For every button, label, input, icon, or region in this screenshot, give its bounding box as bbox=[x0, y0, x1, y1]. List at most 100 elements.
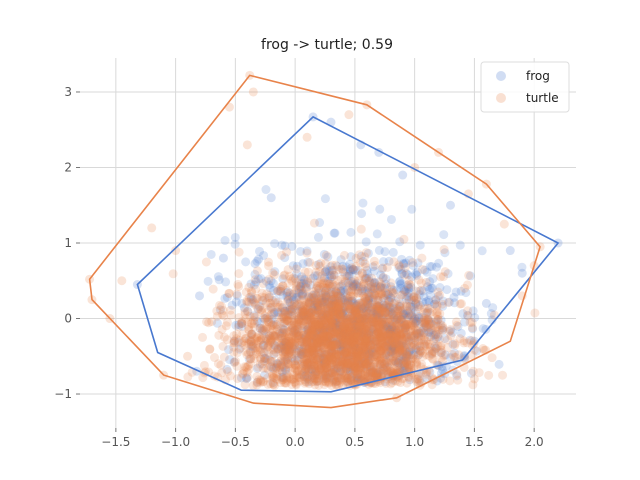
frog-point bbox=[218, 253, 228, 263]
turtle-point bbox=[377, 329, 387, 339]
frog-point bbox=[307, 330, 317, 340]
frog-point bbox=[399, 356, 409, 366]
turtle-point bbox=[305, 355, 315, 365]
frog-point bbox=[301, 282, 311, 292]
frog-point bbox=[403, 282, 413, 292]
frog-point bbox=[266, 276, 276, 286]
frog-point bbox=[343, 377, 353, 387]
frog-point bbox=[375, 314, 385, 324]
turtle-point bbox=[366, 305, 376, 315]
frog-point bbox=[309, 302, 319, 312]
frog-point bbox=[347, 279, 357, 289]
frog-point bbox=[436, 348, 446, 358]
frog-point bbox=[412, 329, 422, 339]
turtle-point bbox=[281, 359, 291, 369]
turtle-point bbox=[422, 303, 432, 313]
frog-point bbox=[261, 353, 271, 363]
turtle-point bbox=[330, 312, 340, 322]
frog-point bbox=[367, 302, 377, 312]
frog-point bbox=[297, 344, 307, 354]
frog-point bbox=[292, 261, 302, 271]
turtle-point bbox=[316, 363, 326, 373]
turtle-point bbox=[399, 341, 409, 351]
frog-point bbox=[349, 317, 359, 327]
turtle-point bbox=[275, 300, 285, 310]
frog-point bbox=[275, 286, 285, 296]
frog-point bbox=[409, 315, 419, 325]
frog-point bbox=[364, 273, 374, 283]
frog-point bbox=[266, 302, 276, 312]
frog-point bbox=[344, 271, 354, 281]
frog-point bbox=[428, 274, 438, 284]
turtle-point bbox=[296, 281, 306, 291]
frog-point bbox=[348, 362, 358, 372]
frog-point bbox=[397, 338, 407, 348]
frog-point bbox=[338, 308, 348, 318]
turtle-point bbox=[369, 313, 379, 323]
frog-point bbox=[436, 315, 446, 325]
frog-point bbox=[399, 285, 409, 295]
frog-point bbox=[352, 278, 362, 288]
turtle-point bbox=[222, 335, 232, 345]
turtle-point bbox=[267, 309, 277, 319]
frog-point bbox=[453, 322, 463, 332]
frog-point bbox=[304, 357, 314, 367]
frog-point bbox=[321, 293, 331, 303]
turtle-point bbox=[289, 363, 299, 373]
frog-point bbox=[410, 318, 420, 328]
frog-point bbox=[289, 342, 299, 352]
frog-point bbox=[449, 348, 459, 358]
turtle-point bbox=[402, 320, 412, 330]
frog-point bbox=[387, 328, 397, 338]
turtle-point bbox=[307, 320, 317, 330]
turtle-point bbox=[339, 295, 349, 305]
turtle-point bbox=[277, 347, 287, 357]
turtle-point bbox=[281, 345, 291, 355]
frog-point bbox=[280, 337, 290, 347]
turtle-point bbox=[341, 349, 351, 359]
frog-point bbox=[307, 360, 317, 370]
frog-point bbox=[323, 276, 333, 286]
turtle-point bbox=[382, 347, 392, 357]
frog-point bbox=[375, 282, 385, 292]
frog-point bbox=[394, 294, 404, 304]
turtle-point bbox=[302, 337, 312, 347]
frog-point bbox=[331, 331, 341, 341]
turtle-point bbox=[369, 318, 379, 328]
frog-point bbox=[395, 237, 405, 247]
turtle-point bbox=[267, 371, 277, 381]
frog-point bbox=[405, 347, 415, 357]
frog-point bbox=[402, 306, 412, 316]
frog-point bbox=[351, 344, 361, 354]
frog-point bbox=[517, 262, 527, 272]
turtle-point bbox=[389, 323, 399, 333]
frog-point bbox=[329, 270, 339, 280]
frog-point bbox=[395, 276, 405, 286]
frog-point bbox=[404, 295, 414, 305]
frog-point bbox=[372, 310, 382, 320]
turtle-point bbox=[372, 339, 382, 349]
turtle-point bbox=[390, 333, 400, 343]
frog-point bbox=[299, 334, 309, 344]
frog-point bbox=[322, 310, 332, 320]
frog-point bbox=[292, 324, 302, 334]
frog-point bbox=[384, 351, 394, 361]
frog-point bbox=[335, 367, 345, 377]
frog-point bbox=[386, 282, 396, 292]
frog-point bbox=[387, 322, 397, 332]
turtle-point bbox=[343, 332, 353, 342]
frog-point bbox=[288, 289, 298, 299]
turtle-point bbox=[285, 288, 295, 298]
turtle-point bbox=[301, 363, 311, 373]
turtle-point bbox=[351, 309, 361, 319]
turtle-point bbox=[293, 319, 303, 329]
frog-point bbox=[382, 341, 392, 351]
frog-point bbox=[280, 347, 290, 357]
turtle-point bbox=[375, 333, 385, 343]
frog-point bbox=[398, 310, 408, 320]
frog-point bbox=[405, 337, 415, 347]
turtle-point bbox=[302, 341, 312, 351]
frog-point bbox=[372, 306, 382, 316]
frog-point bbox=[349, 298, 359, 308]
